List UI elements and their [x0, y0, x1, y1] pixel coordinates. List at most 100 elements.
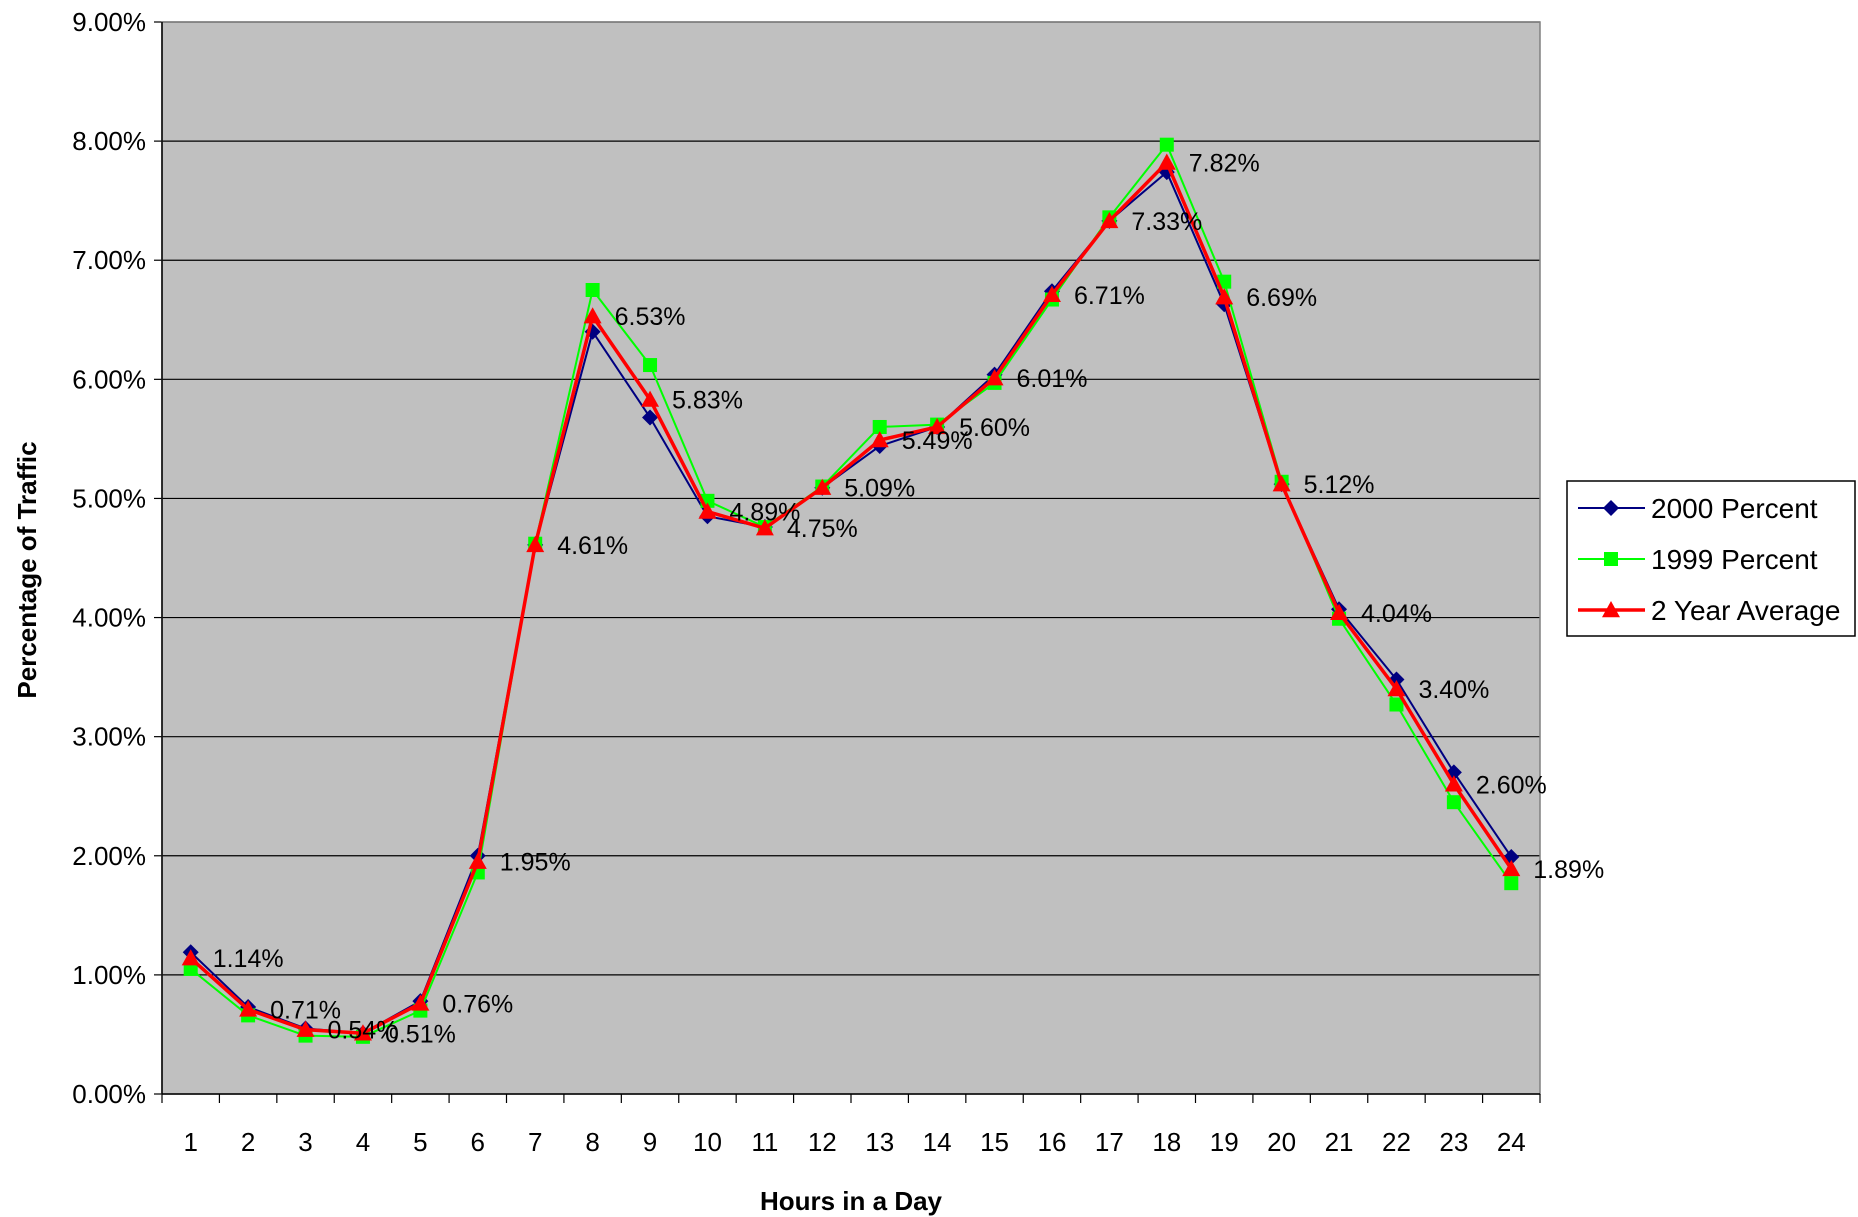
data-point: [1330, 603, 1349, 620]
legend-items: 2000 Percent 1999 Percent 2 Year Average: [1578, 493, 1840, 626]
x-tick-label: 9: [643, 1127, 657, 1157]
data-label: 3.40%: [1418, 676, 1489, 704]
data-label: 5.12%: [1304, 471, 1375, 499]
x-tick-label: 4: [356, 1127, 370, 1157]
data-point: [1446, 795, 1461, 810]
data-point: [1604, 552, 1618, 566]
data-labels: 1.14% 0.71%0.54%0.51%0.76% 1.95% 4.61% 6.53%…: [213, 150, 1604, 1049]
x-tick-label: 13: [865, 1127, 894, 1157]
data-label: 5.60%: [959, 414, 1030, 442]
x-tick-label: 7: [528, 1127, 542, 1157]
data-point: [1100, 211, 1119, 229]
y-tick-label: 1.00%: [72, 960, 146, 990]
data-point: [1444, 775, 1463, 792]
data-point: [583, 307, 602, 324]
data-label: 2.60%: [1476, 771, 1547, 799]
y-tick-label: 0.00%: [72, 1079, 146, 1109]
data-point: [755, 519, 774, 536]
data-label: 6.71%: [1074, 282, 1145, 310]
data-point: [239, 1000, 258, 1017]
y-tick-label: 7.00%: [72, 245, 146, 275]
data-point: [643, 358, 658, 373]
y-tick-label: 9.00%: [72, 7, 146, 37]
legend-label: 2 Year Average: [1651, 595, 1840, 626]
legend: 2000 Percent 1999 Percent 2 Year Average: [1566, 480, 1856, 637]
data-point: [1502, 859, 1521, 877]
x-tick-label: 10: [693, 1127, 722, 1157]
series-line: [189, 160, 1513, 1036]
data-label: 7.33%: [1131, 208, 1202, 236]
data-label: 6.69%: [1246, 284, 1317, 312]
data-label: 1.14%: [213, 945, 284, 973]
data-point: [1603, 500, 1619, 516]
series-lines: [181, 137, 1521, 1044]
y-tick-labels: 0.00% 1.00% 2.00% 3.00% 4.00% 5.00% 6.00% 7.00%…: [72, 7, 146, 1109]
data-point: [1389, 697, 1404, 712]
data-point: [353, 1024, 372, 1041]
y-axis-title: Percentage of Traffic: [12, 441, 42, 698]
x-tick-label: 3: [298, 1127, 312, 1157]
axes: [154, 21, 1541, 1103]
data-point: [641, 390, 660, 407]
data-label: 5.83%: [672, 387, 743, 415]
data-point: [642, 409, 659, 426]
series-2-year-average: [181, 153, 1521, 1041]
y-tick-label: 2.00%: [72, 841, 146, 871]
x-tick-label: 8: [585, 1127, 599, 1157]
data-label: 6.53%: [615, 303, 686, 331]
x-tick-label: 12: [808, 1127, 837, 1157]
data-label: 0.71%: [270, 996, 341, 1024]
data-point: [985, 369, 1004, 386]
data-point: [1215, 288, 1234, 305]
x-axis-title: Hours in a Day: [760, 1186, 943, 1216]
data-label: 6.01%: [1017, 365, 1088, 393]
data-point: [928, 417, 947, 435]
data-point: [813, 478, 832, 495]
data-label: 5.09%: [844, 475, 915, 503]
y-tick-label: 5.00%: [72, 483, 146, 513]
data-point: [872, 419, 887, 434]
x-tick-labels: 1 2 3 4 5 6 7 8 9 10 11 12 13 14 15 16 17 18 19 20 21 22 23 24: [183, 1127, 1525, 1157]
x-tick-label: 15: [980, 1127, 1009, 1157]
x-tick-label: 20: [1267, 1127, 1296, 1157]
x-tick-label: 24: [1497, 1127, 1526, 1157]
data-label: 4.75%: [787, 515, 858, 543]
x-tick-label: 11: [751, 1127, 778, 1157]
data-point: [411, 994, 430, 1011]
data-point: [1157, 153, 1176, 170]
data-point: [698, 502, 717, 519]
x-tick-label: 17: [1095, 1127, 1124, 1157]
data-label: 4.61%: [557, 532, 628, 560]
data-point: [1042, 285, 1061, 302]
x-tick-label: 16: [1037, 1127, 1066, 1157]
legend-label: 1999 Percent: [1651, 544, 1818, 575]
data-point: [183, 961, 198, 976]
data-label: 7.82%: [1189, 150, 1260, 178]
x-tick-label: 18: [1152, 1127, 1181, 1157]
data-point: [585, 283, 600, 297]
x-tick-label: 5: [413, 1127, 427, 1157]
data-label: 4.04%: [1361, 600, 1432, 628]
data-point: [468, 852, 487, 869]
data-label: 0.54%: [328, 1017, 399, 1045]
data-label: 5.49%: [902, 427, 973, 455]
data-point: [296, 1020, 315, 1037]
x-tick-label: 1: [183, 1127, 197, 1157]
data-label: 4.89%: [729, 499, 800, 527]
data-label: 0.51%: [385, 1020, 456, 1048]
x-tick-label: 21: [1325, 1127, 1354, 1157]
data-point: [181, 949, 200, 966]
x-tick-label: 22: [1382, 1127, 1411, 1157]
y-tick-label: 3.00%: [72, 722, 146, 752]
data-label: 1.89%: [1533, 856, 1604, 884]
x-tick-label: 19: [1210, 1127, 1239, 1157]
data-point: [1602, 601, 1620, 618]
data-point: [1387, 680, 1406, 697]
data-label: 1.95%: [500, 849, 571, 877]
data-point: [1272, 475, 1291, 492]
data-point: [870, 431, 889, 448]
x-tick-label: 2: [241, 1127, 255, 1157]
y-tick-label: 8.00%: [72, 126, 146, 156]
x-tick-label: 6: [471, 1127, 485, 1157]
